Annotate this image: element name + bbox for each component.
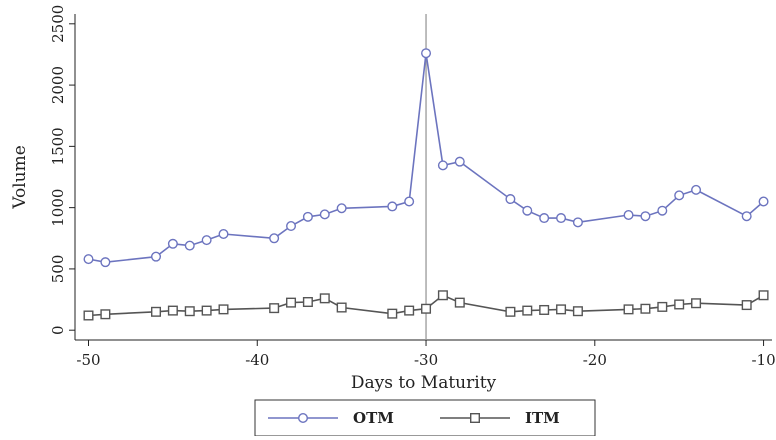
data-point-itm [201, 305, 212, 316]
data-point-itm [319, 293, 330, 304]
data-point-otm [184, 240, 195, 251]
data-point-itm [336, 302, 347, 313]
data-point-itm [151, 306, 162, 317]
x-tick-label: -50 [76, 351, 100, 369]
data-point-itm [623, 304, 634, 315]
data-point-itm [454, 297, 465, 308]
data-point-otm [387, 201, 398, 212]
data-point-itm [437, 290, 448, 301]
data-point-otm [572, 217, 583, 228]
data-point-itm [421, 303, 432, 314]
data-point-itm [302, 297, 313, 308]
data-point-otm [741, 211, 752, 222]
data-point-itm [691, 298, 702, 309]
data-point-itm [269, 303, 280, 314]
data-point-otm [336, 203, 347, 214]
x-tick-label: -30 [414, 351, 438, 369]
x-tick-label: -20 [583, 351, 607, 369]
data-point-itm [572, 306, 583, 317]
y-tick-label: 0 [49, 325, 67, 335]
data-point-itm [758, 290, 769, 301]
legend-label-itm: ITM [525, 409, 560, 427]
y-axis-title: Volume [10, 145, 30, 210]
data-point-itm [505, 306, 516, 317]
data-point-otm [674, 190, 685, 201]
y-tick-label: 500 [49, 255, 67, 284]
data-point-itm [167, 305, 178, 316]
legend-marker-itm [470, 413, 481, 424]
y-tick-label: 1000 [49, 189, 67, 227]
data-point-itm [539, 304, 550, 315]
data-point-itm [387, 308, 398, 319]
data-point-otm [454, 156, 465, 167]
data-point-otm [302, 211, 313, 222]
data-point-itm [404, 305, 415, 316]
data-point-otm [657, 205, 668, 216]
y-tick-label: 2500 [49, 5, 67, 43]
data-point-itm [100, 309, 111, 320]
data-point-otm [505, 194, 516, 205]
data-point-otm [218, 228, 229, 239]
y-tick-label: 2000 [49, 66, 67, 104]
data-point-otm [201, 235, 212, 246]
data-point-otm [167, 238, 178, 249]
data-point-otm [539, 213, 550, 224]
data-point-itm [741, 300, 752, 311]
data-point-otm [421, 48, 432, 59]
legend-label-otm: OTM [353, 409, 394, 427]
data-point-otm [319, 209, 330, 220]
data-point-otm [100, 257, 111, 268]
data-point-itm [83, 310, 94, 321]
data-point-itm [286, 297, 297, 308]
data-point-otm [691, 184, 702, 195]
data-point-otm [83, 254, 94, 265]
data-point-otm [404, 196, 415, 207]
x-tick-label: -10 [751, 351, 775, 369]
data-point-otm [151, 251, 162, 262]
data-point-otm [556, 213, 567, 224]
data-point-otm [269, 233, 280, 244]
data-point-otm [623, 209, 634, 220]
data-point-itm [674, 299, 685, 310]
legend-marker-otm [298, 413, 309, 424]
data-point-otm [522, 205, 533, 216]
data-point-otm [437, 160, 448, 171]
data-point-otm [758, 196, 769, 207]
legend: OTM ITM [254, 399, 596, 437]
data-point-itm [184, 306, 195, 317]
data-point-itm [657, 301, 668, 312]
x-axis-title: Days to Maturity [351, 373, 497, 393]
data-point-otm [640, 211, 651, 222]
data-point-itm [522, 305, 533, 316]
data-point-otm [286, 221, 297, 232]
data-point-itm [640, 303, 651, 314]
y-tick-label: 1500 [49, 127, 67, 165]
data-point-itm [556, 304, 567, 315]
x-tick-label: -40 [245, 351, 269, 369]
data-point-itm [218, 304, 229, 315]
